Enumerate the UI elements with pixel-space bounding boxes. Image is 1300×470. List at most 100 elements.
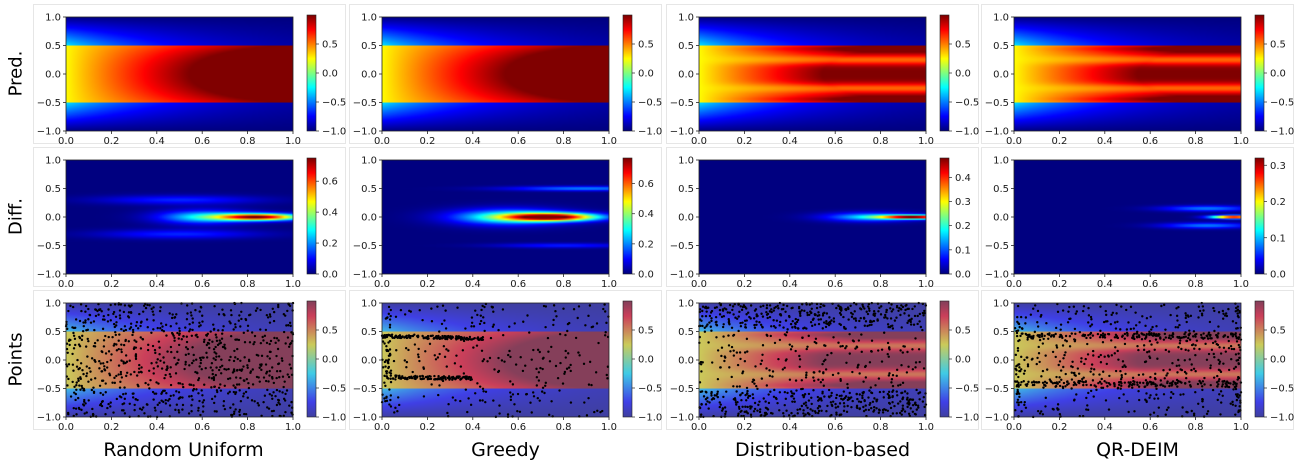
scatter-point [1142,381,1145,385]
scatter-point [821,314,825,317]
scatter-point [921,311,925,315]
scatter-point [411,370,414,374]
colorbar-tick-label: 0.6 [638,179,654,190]
scatter-point [275,337,279,340]
scatter-point [1026,365,1030,368]
scatter-point [895,316,898,319]
y-tick-label: 0.0 [993,213,1009,224]
scatter-point [1196,382,1200,386]
scatter-point [397,376,401,380]
scatter-point [1043,334,1046,338]
scatter-point [819,380,823,384]
scatter-point [462,372,466,375]
scatter-point [232,328,235,331]
scatter-point [839,413,843,416]
scatter-point [863,399,866,403]
scatter-point [1089,331,1093,335]
scatter-point [220,358,223,361]
scatter-point [286,309,289,313]
scatter-point [1140,338,1144,341]
scatter-point [886,409,890,413]
scatter-point [544,384,547,387]
scatter-point [1183,359,1186,362]
scatter-point [778,391,782,394]
scatter-point [819,302,823,306]
scatter-point [903,390,907,393]
scatter-point [66,351,69,354]
scatter-point [1017,385,1020,388]
scatter-point [913,402,917,406]
scatter-point [757,403,760,407]
scatter-point [103,368,106,371]
scatter-point [428,342,432,346]
scatter-point [441,304,445,307]
scatter-point [168,397,171,401]
scatter-point [1167,336,1171,340]
scatter-point [1146,383,1149,387]
scatter-points-4 [1013,301,1243,419]
scatter-point [134,324,138,327]
scatter-point [1162,303,1166,307]
scatter-point [147,383,150,386]
scatter-point [1177,305,1180,309]
scatter-point [210,377,214,380]
colorbar-tick-label: 0.0 [322,270,338,281]
scatter-point [1087,314,1091,317]
scatter-point [117,347,120,351]
scatter-point [1107,408,1111,411]
scatter-point [839,378,842,381]
scatter-point [858,407,862,410]
scatter-point [474,309,477,312]
scatter-point [124,328,128,332]
scatter-point [268,313,272,316]
scatter-point [385,395,388,399]
x-tick-label: 0.2 [1051,279,1067,288]
scatter-point [78,319,82,323]
scatter-point [880,348,884,351]
scatter-point [741,370,745,373]
x-tick-label: 0.8 [556,136,572,145]
scatter-point [744,405,747,408]
x-tick-label: 1.0 [601,422,617,431]
scatter-point [133,370,136,374]
scatter-point [267,407,271,410]
x-tick-label: 1.0 [1233,422,1249,431]
scatter-point [1090,323,1094,326]
scatter-point [72,369,75,372]
scatter-point [455,375,459,378]
scatter-point [727,344,731,347]
colorbar-tick-label: 0.4 [955,173,971,184]
scatter-point [1156,341,1159,344]
scatter-point [217,329,220,332]
scatter-point [1078,381,1081,385]
scatter-point [385,345,388,348]
scatter-point [407,348,410,352]
scatter-point [1054,385,1057,388]
scatter-point [1133,410,1136,413]
scatter-point [1168,384,1171,388]
scatter-point [244,390,248,394]
scatter-point [554,310,557,313]
scatter-point [866,324,869,328]
scatter-point [271,397,274,400]
scatter-point [205,351,208,355]
scatter-point [219,372,223,375]
colorbar-tick-label: −0.5 [955,98,979,109]
scatter-point [1121,365,1124,369]
scatter-point [244,413,248,416]
scatter-point [891,374,895,377]
scatter-point [1109,322,1113,326]
scatter-point [465,375,468,378]
scatter-point [464,376,467,380]
scatter-point [539,366,542,370]
y-tick-label: −0.5 [353,98,377,109]
pred-panel-4: 0.0 0.2 0.4 0.6 0.8 1.0 −1.0 −0.5 0.0 0.5 1.0 0.5 0.… [981,4,1294,145]
scatter-point [81,334,84,338]
scatter-point [1075,383,1078,386]
scatter-point [418,309,421,312]
scatter-point [210,362,214,365]
scatter-point [1015,334,1019,338]
scatter-point [466,410,469,414]
scatter-point [113,381,117,385]
scatter-point [923,309,926,313]
